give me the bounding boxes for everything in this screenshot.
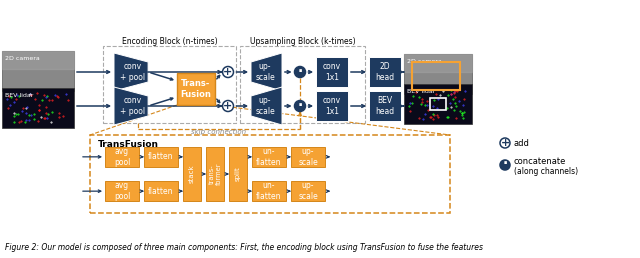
Text: split: split	[235, 167, 241, 181]
Text: up-
scale: up- scale	[255, 96, 275, 116]
Text: up-
scale: up- scale	[255, 62, 275, 82]
Text: Trans-
Fusion: Trans- Fusion	[180, 79, 211, 99]
Text: (along channels): (along channels)	[514, 166, 578, 175]
Bar	[144, 181, 178, 201]
Text: add: add	[514, 139, 530, 148]
Bar	[291, 147, 325, 167]
Bar	[90, 135, 450, 213]
Text: up-
scale: up- scale	[298, 147, 318, 167]
Polygon shape	[114, 87, 148, 125]
Polygon shape	[251, 87, 282, 125]
Bar	[252, 181, 286, 201]
Text: BEV lidar: BEV lidar	[407, 89, 435, 94]
Bar	[183, 147, 201, 201]
Bar	[229, 147, 247, 201]
Text: 2D camera: 2D camera	[407, 59, 442, 64]
Bar	[404, 84, 472, 124]
Bar	[252, 147, 286, 167]
Bar	[105, 147, 139, 167]
Text: avg
pool: avg pool	[114, 147, 130, 167]
Circle shape	[500, 138, 510, 148]
Text: avg
pool: avg pool	[114, 181, 130, 201]
Text: Upsampling Block (k-times): Upsampling Block (k-times)	[250, 37, 355, 46]
Bar	[144, 147, 178, 167]
Bar	[206, 147, 224, 201]
Text: 2D camera: 2D camera	[5, 56, 40, 61]
Text: 2D
head: 2D head	[376, 62, 395, 82]
Circle shape	[294, 101, 305, 111]
Circle shape	[223, 67, 234, 77]
Text: un-
flatten: un- flatten	[256, 181, 282, 201]
Bar	[291, 181, 325, 201]
Bar	[240, 46, 365, 123]
Bar	[430, 98, 446, 110]
Bar	[412, 62, 460, 90]
Text: ·: ·	[298, 64, 303, 78]
Text: un-
flatten: un- flatten	[256, 147, 282, 167]
Bar	[404, 54, 472, 94]
Text: stack: stack	[189, 165, 195, 183]
Bar	[2, 51, 74, 91]
Circle shape	[500, 160, 510, 170]
Polygon shape	[251, 53, 282, 91]
Bar	[2, 88, 74, 128]
Text: conv
+ pool: conv + pool	[120, 96, 145, 116]
Text: BEV lidar: BEV lidar	[5, 93, 33, 98]
Polygon shape	[114, 53, 148, 91]
Bar	[105, 181, 139, 201]
Text: ·: ·	[298, 99, 303, 112]
Text: skip connection: skip connection	[191, 129, 246, 135]
Text: conv
1x1: conv 1x1	[323, 96, 341, 116]
Text: concatenate: concatenate	[514, 157, 566, 166]
Text: conv
1x1: conv 1x1	[323, 62, 341, 82]
Text: +: +	[223, 101, 232, 111]
Text: Encoding Block (n-times): Encoding Block (n-times)	[122, 37, 218, 46]
Circle shape	[294, 67, 305, 77]
Text: flatten: flatten	[148, 152, 173, 161]
Bar	[177, 73, 215, 105]
Bar	[369, 57, 401, 87]
Text: up-
scale: up- scale	[298, 181, 318, 201]
Text: flatten: flatten	[148, 187, 173, 196]
Text: trans-
former: trans- former	[209, 163, 221, 185]
Text: +: +	[223, 67, 232, 77]
Bar	[369, 91, 401, 121]
Bar	[316, 57, 348, 87]
Text: BEV
head: BEV head	[376, 96, 395, 116]
Text: ·: ·	[502, 157, 508, 172]
Bar	[316, 91, 348, 121]
Bar	[103, 46, 236, 123]
Circle shape	[223, 101, 234, 111]
Text: conv
+ pool: conv + pool	[120, 62, 145, 82]
Text: Figure 2: Our model is composed of three main components: First, the encoding bl: Figure 2: Our model is composed of three…	[5, 243, 483, 252]
Text: TransFusion: TransFusion	[98, 140, 159, 149]
Text: +: +	[500, 138, 509, 148]
